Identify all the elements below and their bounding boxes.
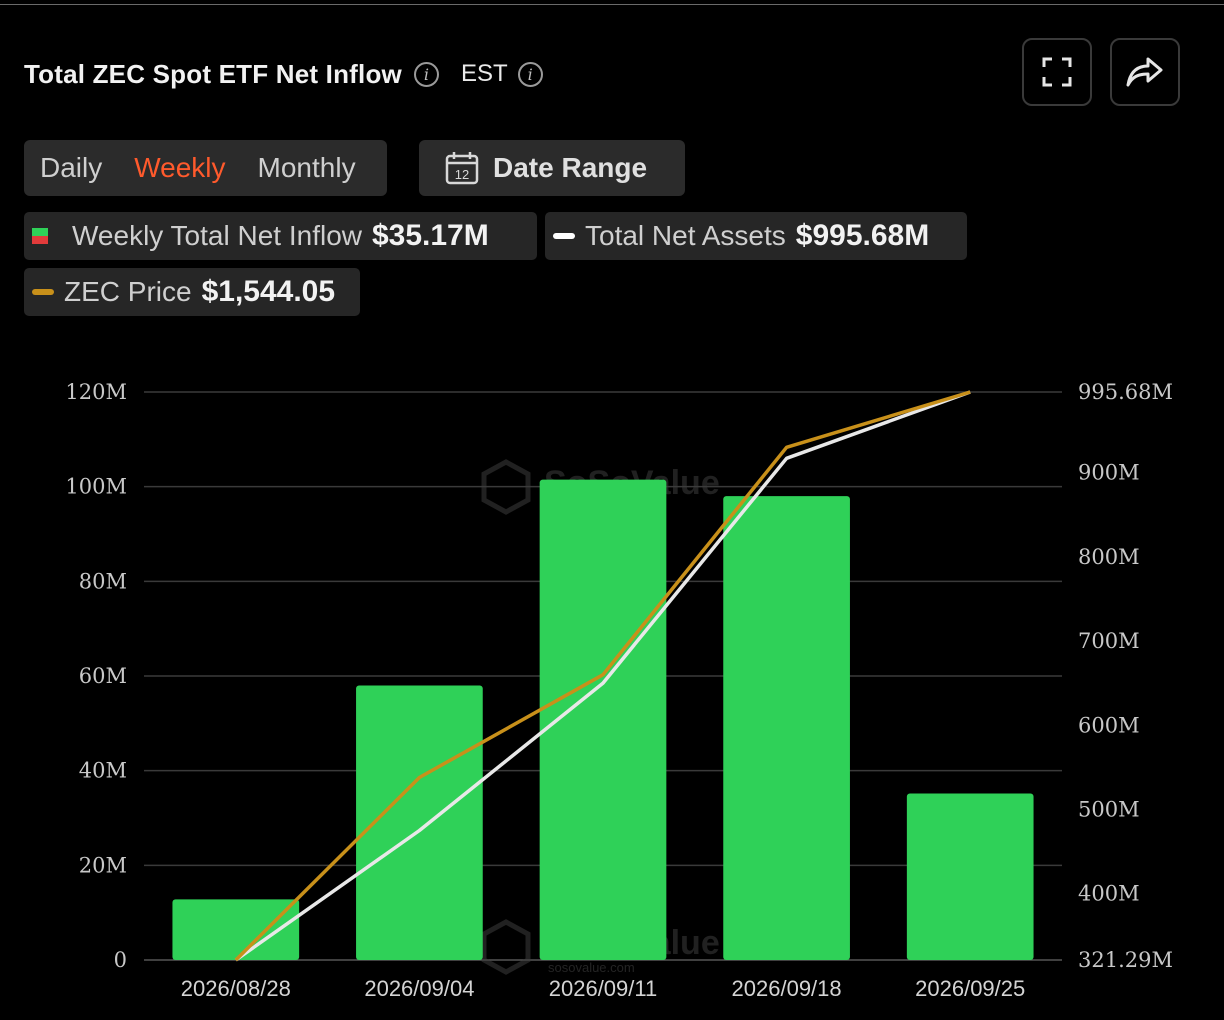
legend-name: Total Net Assets (585, 220, 786, 251)
period-tabs: Daily Weekly Monthly (24, 140, 387, 196)
legend-name: Weekly Total Net Inflow (72, 220, 362, 251)
y-right-tick-label: 400M (1078, 882, 1140, 906)
bar-series (172, 479, 1034, 960)
timezone-label: EST (460, 60, 508, 87)
y-right-tick-label: 900M (1078, 461, 1140, 485)
legend-name: ZEC Price (64, 276, 192, 307)
bar-2026/09/11[interactable] (539, 479, 667, 960)
y-left-tick-label: 80M (79, 569, 127, 593)
top-divider (0, 4, 1224, 5)
y-left-tick-label: 60M (79, 664, 127, 688)
x-tick-label: 2026/09/25 (915, 976, 1025, 1001)
bar-2026/09/18[interactable] (723, 496, 850, 960)
share-button[interactable] (1110, 38, 1180, 106)
timezone-info-icon[interactable]: i (517, 61, 543, 87)
watermark-url: sosovalue.com (548, 960, 635, 975)
left-axis-ticks: 0 20M 40M 60M 80M 100M 120M (65, 380, 127, 972)
x-tick-label: 2026/09/04 (364, 976, 474, 1001)
calendar-day: 12 (455, 167, 469, 182)
x-axis-ticks: 2026/08/28 2026/09/04 2026/09/11 2026/09/18… (181, 976, 1026, 1001)
page-title: Total ZEC Spot ETF Net Inflow (24, 58, 402, 89)
legend-value: $995.68M (795, 219, 930, 252)
x-tick-label: 2026/09/11 (549, 976, 657, 1001)
legend-item-zec-price[interactable]: ZEC Price $1,544.05 (24, 268, 360, 316)
y-right-tick-label: 500M (1078, 797, 1140, 821)
legend-item-net-assets[interactable]: Total Net Assets $995.68M (545, 212, 967, 260)
y-right-tick-label: 700M (1078, 629, 1140, 653)
date-range-button[interactable]: 12 Date Range (419, 140, 685, 196)
y-left-tick-label: 120M (65, 380, 127, 404)
line-swatch-icon (32, 289, 54, 295)
y-right-tick-label: 800M (1078, 545, 1140, 569)
right-axis-ticks: 321.29M 400M 500M 600M 700M 800M 900M 995.68M (1078, 380, 1173, 972)
share-icon (1126, 57, 1163, 87)
zec-price-line[interactable] (234, 390, 971, 962)
line-swatch-icon (553, 233, 575, 239)
legend-value: $1,544.05 (201, 275, 336, 308)
legend-item-net-inflow[interactable]: Weekly Total Net Inflow $35.17M (24, 212, 537, 260)
total-net-assets-line[interactable] (234, 390, 971, 962)
bar-2026/08/28[interactable] (172, 899, 300, 960)
y-left-tick-label: 40M (79, 759, 127, 783)
x-tick-label: 2026/09/18 (732, 976, 842, 1001)
bar-2026/09/25[interactable] (906, 793, 1034, 960)
date-range-label: Date Range (493, 152, 648, 183)
chart-header: Total ZEC Spot ETF Net Inflow i EST i (24, 52, 543, 96)
tab-daily[interactable]: Daily (40, 152, 103, 183)
x-tick-label: 2026/08/28 (181, 976, 291, 1001)
fullscreen-icon (1042, 57, 1072, 87)
tab-monthly[interactable]: Monthly (257, 152, 356, 183)
y-left-tick-label: 0 (114, 948, 127, 972)
y-left-tick-label: 20M (79, 853, 127, 877)
tab-weekly[interactable]: Weekly (134, 152, 226, 183)
legend-value: $35.17M (371, 219, 489, 252)
line-series (234, 390, 971, 962)
y-right-tick-label: 600M (1078, 713, 1140, 737)
bar-2026/09/04[interactable] (356, 685, 483, 960)
y-right-tick-label: 321.29M (1078, 948, 1173, 972)
y-left-tick-label: 100M (65, 475, 127, 499)
calendar-icon: 12 (445, 152, 479, 185)
fullscreen-button[interactable] (1022, 38, 1092, 106)
info-icon[interactable]: i (413, 61, 439, 87)
y-right-tick-label: 995.68M (1078, 380, 1173, 404)
bar-swatch-icon (32, 228, 48, 244)
